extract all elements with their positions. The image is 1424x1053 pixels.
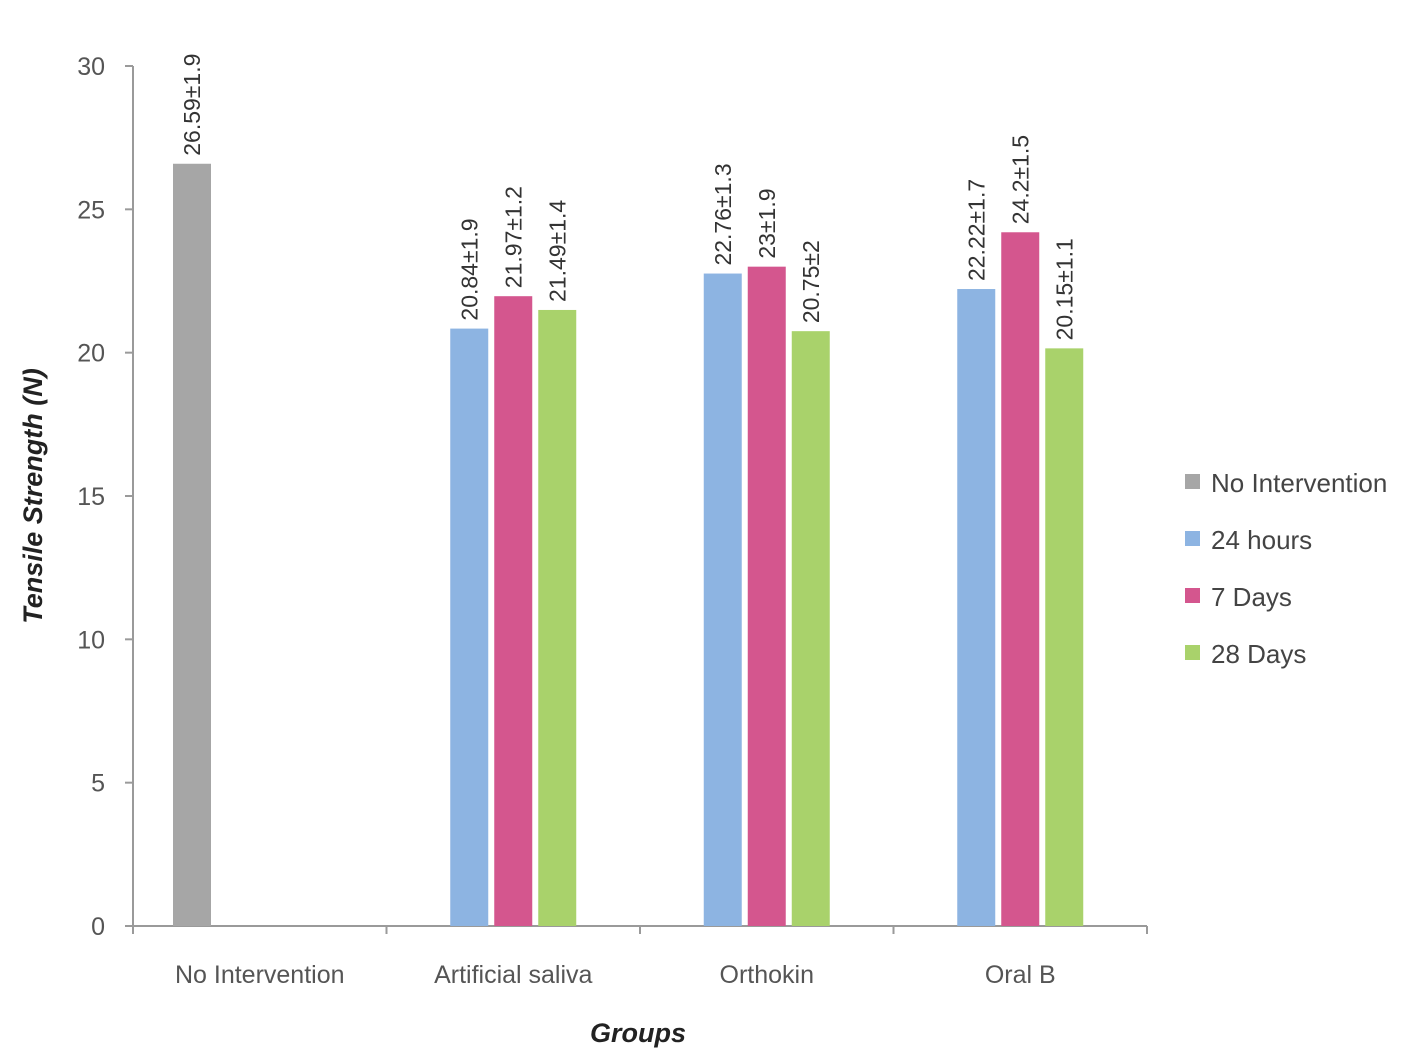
x-ticks [132, 926, 1148, 934]
legend-label: 7 Days [1211, 582, 1292, 612]
bar [1045, 348, 1084, 926]
data-label: 22.22±1.7 [963, 179, 989, 281]
legend-swatch [1185, 588, 1200, 603]
bar [494, 296, 533, 926]
legend: No Intervention 24 hours 7 Days 28 Days [1185, 468, 1387, 669]
legend-swatch [1185, 645, 1200, 660]
data-label: 23±1.9 [754, 188, 780, 258]
bar [957, 289, 996, 926]
legend-label: 24 hours [1211, 525, 1312, 555]
bar [538, 309, 577, 926]
bar [1001, 232, 1040, 926]
x-category-label: No Intervention [175, 961, 345, 989]
data-label: 21.97±1.2 [500, 186, 526, 288]
data-label: 22.76±1.3 [710, 163, 736, 265]
y-ticks: 0 5 10 15 20 25 30 [77, 53, 133, 941]
bar [703, 273, 742, 927]
x-category-label: Artificial saliva [434, 961, 592, 989]
bar [450, 328, 489, 926]
y-tick-label: 10 [77, 626, 105, 654]
x-category-label: Orthokin [720, 961, 814, 989]
data-label: 20.75±2 [798, 240, 824, 323]
data-label: 26.59±1.9 [179, 54, 205, 156]
y-tick-label: 0 [91, 913, 105, 941]
y-tick-label: 5 [91, 770, 105, 798]
y-tick-label: 20 [77, 340, 105, 368]
legend-swatch [1185, 531, 1200, 546]
bar [173, 163, 211, 927]
bar [747, 266, 786, 927]
y-tick-label: 25 [77, 196, 105, 224]
legend-label: No Intervention [1211, 468, 1387, 498]
data-label: 20.84±1.9 [456, 218, 482, 320]
data-label: 21.49±1.4 [544, 200, 570, 302]
legend-swatch [1185, 474, 1200, 489]
data-label: 24.2±1.5 [1007, 135, 1033, 224]
y-tick-label: 30 [77, 53, 105, 81]
data-labels: 26.59±1.9 20.84±1.9 21.97±1.2 21.49±1.4 22.7… [179, 54, 1077, 341]
legend-label: 28 Days [1211, 639, 1306, 669]
x-axis-title: Groups [590, 1018, 686, 1048]
data-label: 20.15±1.1 [1051, 238, 1077, 340]
bars [173, 163, 1084, 927]
x-category-label: Oral B [985, 961, 1056, 989]
y-tick-label: 15 [77, 483, 105, 511]
category-labels: No Intervention Artificial saliva Orthokin… [175, 961, 1056, 989]
bar [791, 331, 830, 927]
y-axis-title: Tensile Strength (N) [18, 368, 48, 624]
